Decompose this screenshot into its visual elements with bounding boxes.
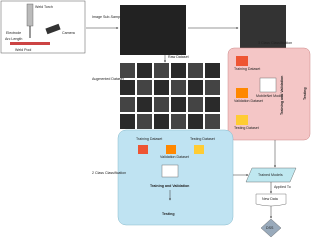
label: DSS — [266, 226, 274, 230]
label: New Data — [262, 197, 278, 201]
label: Training and Validation — [280, 76, 284, 115]
label: Testing Dataset — [234, 126, 259, 130]
two-class-box — [117, 129, 234, 226]
three-class-box — [227, 47, 311, 141]
image — [240, 5, 286, 50]
tile — [188, 97, 203, 112]
tile — [188, 63, 203, 78]
dataset — [236, 115, 248, 125]
label: Testing — [162, 212, 175, 216]
label: Camera — [62, 31, 75, 35]
image — [120, 5, 186, 55]
tile — [171, 80, 186, 95]
label: Training and Validation — [150, 184, 189, 188]
dataset — [138, 145, 148, 154]
dataset — [194, 145, 204, 154]
model — [161, 164, 179, 178]
tile — [120, 97, 135, 112]
label: Training Dataset — [234, 67, 260, 71]
tile — [171, 114, 186, 129]
tile — [137, 63, 152, 78]
weld-pool — [10, 42, 50, 45]
label: Validation Dataset — [160, 155, 189, 159]
tile — [205, 97, 220, 112]
tile — [120, 63, 135, 78]
tile — [154, 63, 169, 78]
tile — [120, 114, 135, 129]
label: Trained Models — [258, 173, 283, 177]
tile — [188, 114, 203, 129]
tile — [205, 114, 220, 129]
model — [259, 77, 277, 93]
tile — [188, 80, 203, 95]
dataset — [236, 56, 248, 66]
label: 3 Class Classification — [258, 41, 292, 45]
dataset — [166, 145, 176, 154]
label: Raw Dataset — [168, 55, 189, 59]
label: MobileNet Model — [256, 94, 283, 98]
tile — [205, 80, 220, 95]
label: Electrode — [6, 31, 21, 35]
label: Weld Torch — [35, 5, 53, 9]
tile — [171, 97, 186, 112]
tile — [120, 80, 135, 95]
label: Applied To — [274, 185, 291, 189]
dss — [260, 218, 282, 238]
tile — [205, 63, 220, 78]
tile — [154, 97, 169, 112]
torch — [26, 3, 34, 27]
label: Testing Dataset — [190, 137, 215, 141]
diagram: Weld Torch Camera Electrode Arc Length W… — [0, 0, 311, 238]
tile — [171, 63, 186, 78]
dataset — [236, 88, 248, 98]
label: Training Dataset — [136, 137, 162, 141]
camera — [45, 23, 61, 35]
label: Validation Dataset — [234, 99, 263, 103]
new-data — [255, 193, 287, 207]
label: Testing — [303, 87, 307, 100]
label: Weld Pool — [15, 48, 32, 52]
tile — [137, 97, 152, 112]
label: Image Sub-Sampling — [92, 15, 126, 19]
tile — [154, 80, 169, 95]
label: Arc Length — [5, 37, 22, 41]
label: 2 Class Classification — [92, 171, 126, 175]
tile — [137, 80, 152, 95]
label: Augmented Dataset — [92, 77, 124, 81]
tile — [137, 114, 152, 129]
trained-models — [245, 167, 297, 183]
tile — [154, 114, 169, 129]
